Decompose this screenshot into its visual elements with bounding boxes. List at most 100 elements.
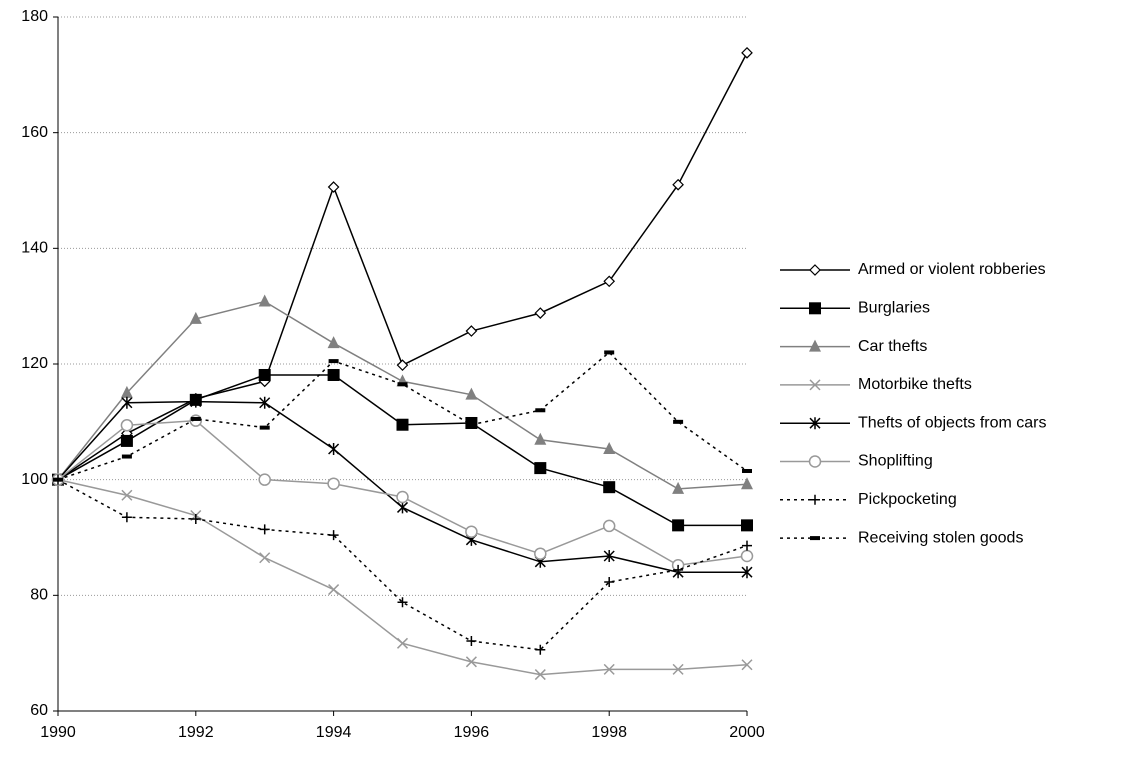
marker (120, 434, 133, 447)
x-tick-label: 1996 (454, 724, 490, 741)
marker (742, 540, 752, 551)
marker (259, 524, 270, 535)
marker (603, 550, 615, 563)
legend-label: Burglaries (858, 300, 930, 317)
marker (465, 656, 477, 668)
marker (603, 663, 615, 675)
marker (466, 636, 477, 647)
marker (327, 181, 340, 193)
legend-label: Car thefts (858, 338, 927, 355)
y-tick-label: 180 (21, 8, 48, 25)
marker (672, 481, 685, 494)
marker (328, 530, 339, 541)
marker (673, 564, 684, 575)
legend-marker (809, 339, 821, 352)
marker (396, 418, 409, 431)
marker (120, 419, 134, 432)
marker (465, 387, 478, 400)
legend-marker (810, 494, 820, 505)
marker (328, 584, 340, 596)
legend-marker (808, 455, 822, 468)
marker (603, 481, 616, 494)
legend-marker (810, 536, 820, 541)
y-tick-label: 160 (21, 124, 48, 141)
marker (672, 178, 684, 191)
y-tick-label: 100 (21, 471, 48, 488)
marker (466, 422, 477, 427)
marker (740, 549, 754, 563)
legend-label: Motorbike thefts (858, 376, 972, 393)
marker (535, 644, 546, 655)
marker (465, 325, 478, 337)
x-tick-label: 1992 (178, 724, 214, 741)
marker (121, 454, 132, 459)
marker (673, 419, 684, 424)
series-line (57, 52, 748, 481)
legend-marker (809, 264, 821, 276)
marker (327, 336, 340, 349)
marker (259, 552, 271, 564)
marker (121, 512, 132, 523)
marker (190, 416, 201, 421)
marker (396, 490, 409, 504)
marker (258, 368, 271, 381)
legend-marker (809, 379, 821, 391)
y-tick-label: 140 (21, 240, 48, 257)
marker (534, 547, 547, 560)
marker (259, 425, 270, 430)
legend-label: Pickpocketing (858, 491, 957, 508)
marker (396, 637, 409, 649)
marker (741, 477, 753, 490)
series-line (57, 300, 748, 490)
x-tick-label: 1998 (591, 724, 627, 741)
y-tick-label: 60 (30, 702, 48, 719)
marker (397, 382, 408, 387)
marker (328, 359, 339, 364)
marker (189, 311, 202, 324)
marker (672, 663, 684, 675)
legend-label: Receiving stolen goods (858, 529, 1023, 546)
marker (604, 350, 615, 355)
legend-label: Armed or violent robberies (858, 261, 1046, 278)
legend-marker (809, 302, 821, 315)
marker (327, 368, 340, 381)
marker (397, 597, 408, 608)
marker (672, 519, 685, 532)
marker (534, 669, 546, 681)
marker (190, 513, 201, 524)
marker (121, 489, 133, 501)
marker (190, 395, 202, 408)
marker (741, 659, 753, 671)
marker (534, 462, 547, 475)
marker (741, 519, 753, 532)
marker (258, 294, 271, 307)
marker (603, 442, 616, 455)
legend-marker (809, 417, 821, 430)
marker (121, 396, 133, 409)
legend-label: Shoplifting (858, 453, 933, 470)
x-tick-label: 2000 (729, 724, 765, 741)
marker (120, 385, 133, 398)
marker (742, 468, 752, 473)
marker (741, 47, 753, 59)
x-tick-label: 1994 (316, 724, 352, 741)
marker (535, 408, 546, 413)
marker (534, 432, 547, 445)
legend-label: Thefts of objects from cars (858, 414, 1047, 431)
marker (604, 577, 615, 588)
marker (328, 443, 340, 456)
marker (258, 473, 271, 486)
marker (396, 359, 409, 372)
marker (602, 519, 616, 533)
y-tick-label: 120 (21, 355, 48, 372)
y-tick-label: 80 (30, 587, 48, 604)
marker (327, 477, 340, 490)
x-tick-label: 1990 (40, 724, 76, 741)
marker (534, 307, 547, 319)
marker (53, 477, 63, 482)
marker (396, 501, 409, 514)
marker (259, 396, 271, 409)
marker (465, 525, 478, 538)
marker (741, 566, 753, 579)
